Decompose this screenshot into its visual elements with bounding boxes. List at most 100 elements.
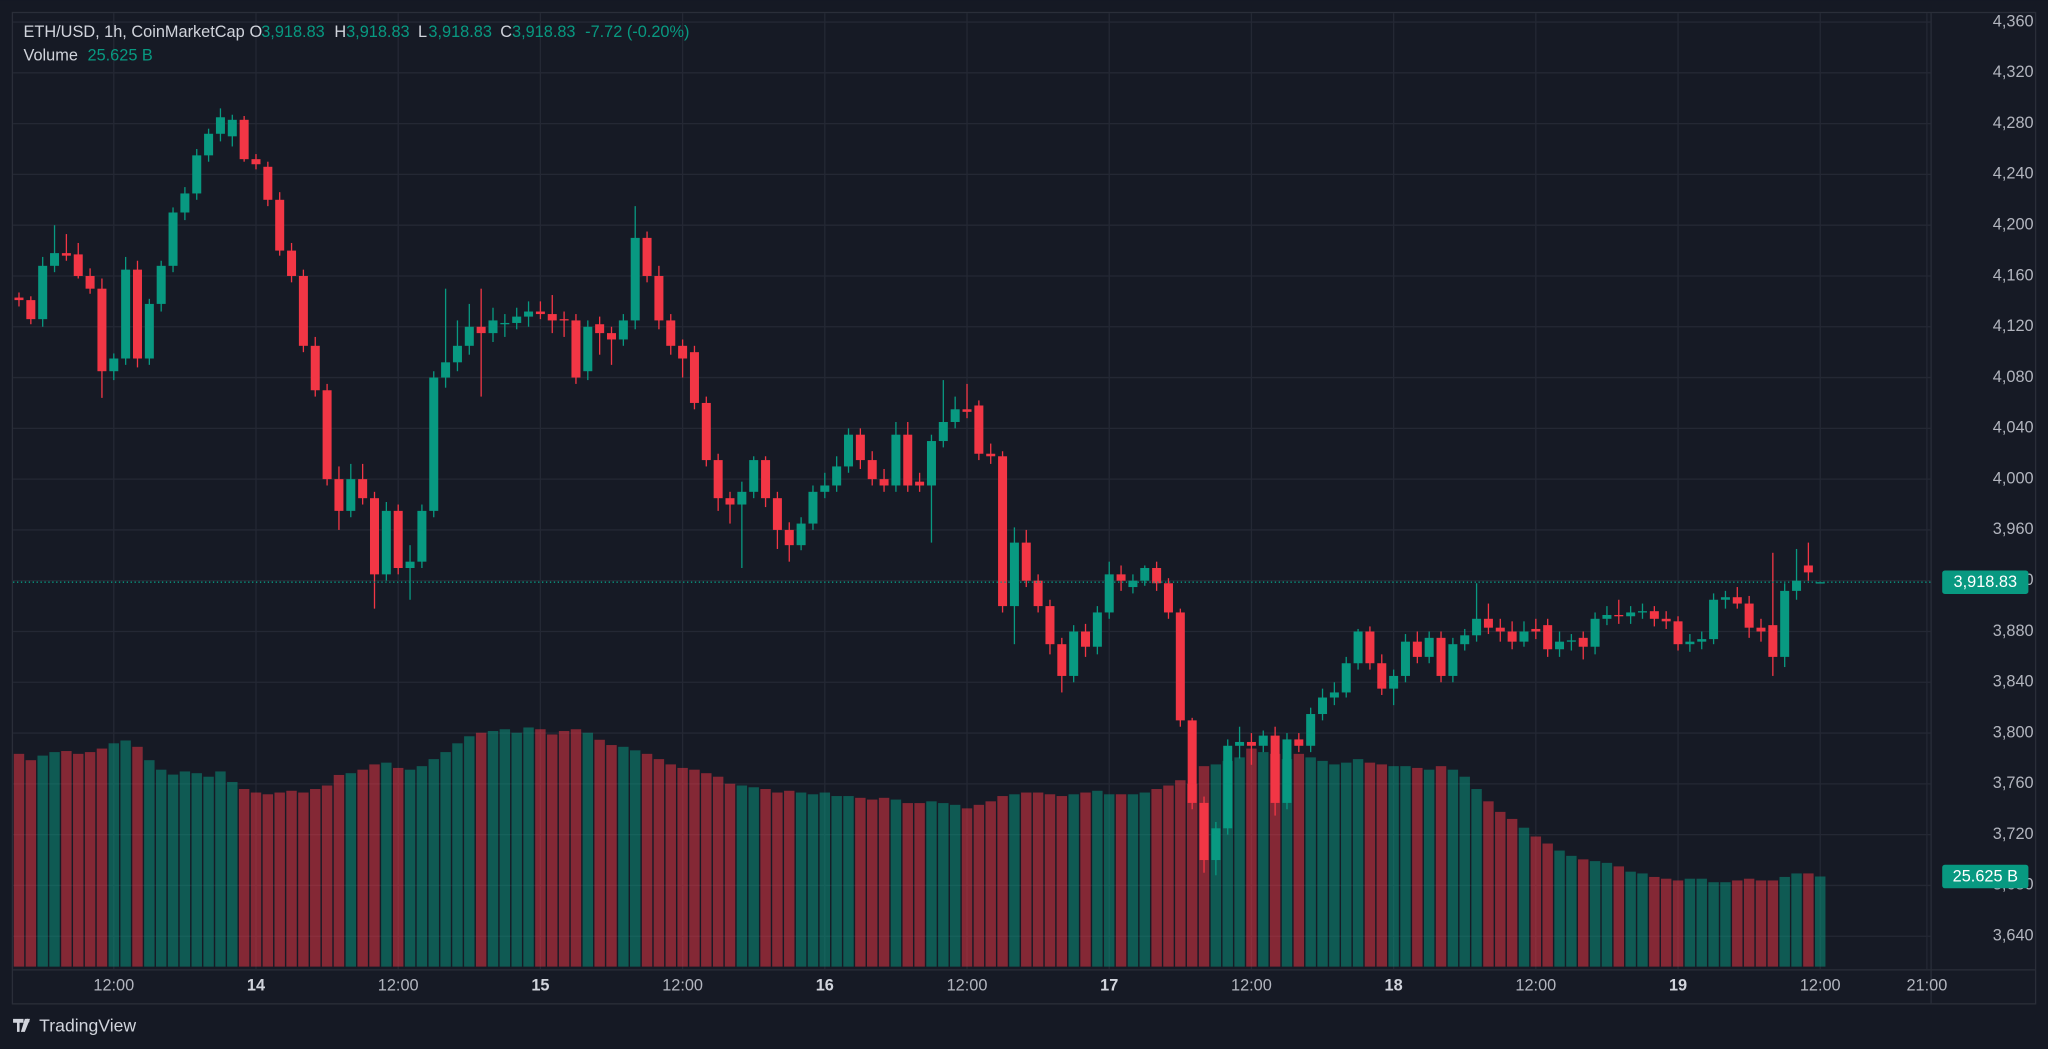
legend: ETH/USD, 1h, CoinMarketCap O 3,918.83 H … <box>24 23 690 65</box>
candle-body <box>678 345 688 359</box>
candle-body <box>1306 714 1316 746</box>
candle-body <box>1649 611 1659 619</box>
volume-bar <box>1767 880 1779 967</box>
brand-name: TradingView <box>39 1015 136 1035</box>
x-tick-label: 15 <box>531 977 549 995</box>
volume-bar <box>203 776 214 967</box>
candle-body <box>832 466 842 486</box>
volume-bar <box>1779 876 1790 967</box>
candle-body <box>287 250 297 276</box>
volume-bar <box>902 803 913 967</box>
volume-bar <box>310 789 321 967</box>
volume-bar <box>1032 792 1044 967</box>
y-tick-label: 4,240 <box>1993 165 2034 183</box>
candle-body <box>204 133 214 156</box>
volume-bar <box>1104 794 1115 967</box>
volume-bar <box>926 801 937 967</box>
candle-body <box>1092 612 1102 647</box>
candle-body <box>1436 637 1446 676</box>
candle-body <box>263 166 273 200</box>
candle-body <box>144 303 154 359</box>
volume-bar <box>1495 811 1506 967</box>
volume-bar <box>61 751 72 967</box>
candle-body <box>1045 606 1055 645</box>
volume-bar <box>1447 769 1459 967</box>
y-tick-label: 3,840 <box>1993 673 2034 691</box>
candle-body <box>1365 631 1375 664</box>
candle-body <box>1412 641 1422 657</box>
volume-bar <box>108 743 120 967</box>
brand: TradingView <box>13 1015 136 1035</box>
candle-body <box>1472 618 1482 636</box>
candle-body <box>784 529 794 546</box>
candle-body <box>583 326 593 372</box>
volume-bar <box>84 752 96 967</box>
x-tick-label: 12:00 <box>1515 977 1556 995</box>
volume-bar <box>547 734 558 967</box>
volume-bar <box>973 804 985 967</box>
candle-body <box>381 510 391 575</box>
candle-body <box>1187 720 1197 803</box>
candle-body <box>796 523 806 546</box>
candle-body <box>1009 542 1019 607</box>
volume-bar <box>1115 794 1127 967</box>
candle-body <box>346 479 356 511</box>
candle-body <box>476 326 486 334</box>
volume-bar <box>25 760 37 967</box>
candle-body <box>1258 735 1268 746</box>
volume-bar <box>1530 836 1542 967</box>
candle-body <box>855 434 865 461</box>
candle-body <box>1637 611 1647 613</box>
candle-body <box>393 510 403 569</box>
volume-bar <box>938 803 949 967</box>
candle-body <box>1318 697 1328 715</box>
volume-bar <box>748 787 759 967</box>
volume-bar <box>1163 785 1174 967</box>
candle-body <box>820 485 830 492</box>
candle-body <box>298 275 308 346</box>
volume-bar <box>1625 871 1636 967</box>
volume-bar <box>760 789 771 967</box>
x-tick-label: 18 <box>1385 977 1403 995</box>
candle-body <box>1566 640 1576 642</box>
volume-bar <box>1388 766 1399 967</box>
candle-body <box>1732 597 1742 604</box>
y-tick-label: 4,200 <box>1993 216 2034 234</box>
volume-bar <box>736 785 748 967</box>
volume-bar <box>1364 762 1376 967</box>
ohlc-key: L <box>418 23 427 41</box>
candle-body <box>1353 631 1363 664</box>
candle-body <box>998 456 1008 607</box>
volume-bar <box>286 790 297 967</box>
volume-bar <box>1400 766 1411 967</box>
candle-body <box>1614 614 1624 617</box>
volume-bar <box>73 753 84 967</box>
candle-body <box>275 199 285 251</box>
last-price-label: 3,918.83 <box>1954 573 2018 591</box>
candle-body <box>1116 574 1126 581</box>
candle-body <box>1140 568 1150 581</box>
change: -7.72 (-0.20%) <box>585 23 689 41</box>
volume-bar <box>629 750 641 967</box>
candle-body <box>1163 583 1173 613</box>
x-tick-label: 12:00 <box>378 977 419 995</box>
volume-bar <box>120 740 131 967</box>
volume-bar <box>13 753 25 967</box>
ohlc-key: C <box>500 23 512 41</box>
volume-bar <box>1151 789 1162 967</box>
candle-body <box>1555 641 1565 650</box>
candle-body <box>1756 627 1766 632</box>
volume-bar <box>1044 794 1056 967</box>
y-tick-label: 3,880 <box>1993 622 2034 640</box>
volume-bar <box>1660 878 1672 967</box>
volume-bar <box>499 729 511 967</box>
volume-bar <box>807 794 819 967</box>
volume-bar <box>1566 855 1577 967</box>
y-tick-label: 4,320 <box>1993 63 2034 81</box>
candle-body <box>1081 631 1091 647</box>
candle-body <box>180 193 190 213</box>
volume-bar <box>1281 759 1293 967</box>
candle-body <box>559 319 569 321</box>
candle-body <box>1602 614 1612 619</box>
candle-body <box>26 300 36 320</box>
